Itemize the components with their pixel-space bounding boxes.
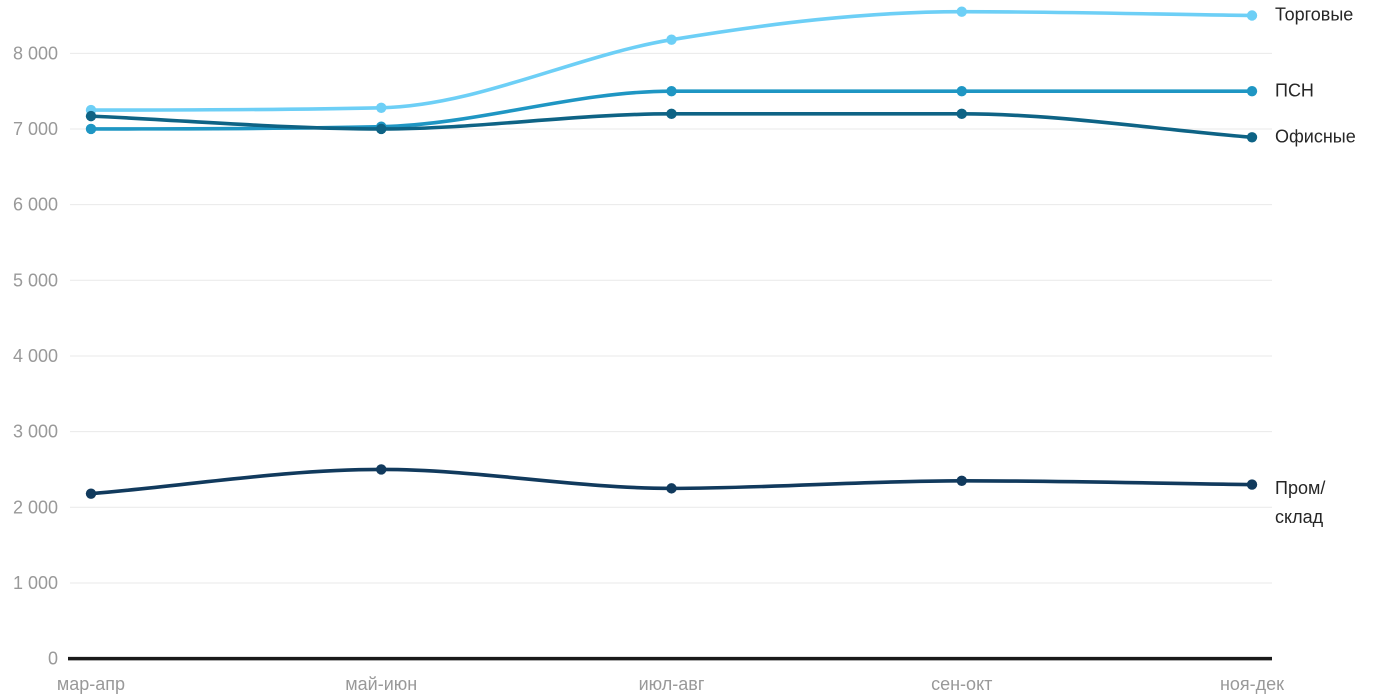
y-axis-tick-label: 6 000 xyxy=(13,195,58,215)
y-axis-tick-label: 3 000 xyxy=(13,422,58,442)
y-axis-tick-label: 4 000 xyxy=(13,346,58,366)
legend-label-line: склад xyxy=(1275,506,1324,527)
y-axis-tick-label: 0 xyxy=(48,649,58,669)
y-axis-tick-label: 1 000 xyxy=(13,573,58,593)
series-point-0[interactable] xyxy=(956,6,967,17)
x-axis-tick-label: сен-окт xyxy=(931,674,992,694)
series-point-3[interactable] xyxy=(1246,479,1258,490)
y-axis-tick-label: 7 000 xyxy=(13,119,58,139)
series-point-0[interactable] xyxy=(376,102,387,113)
x-axis-tick-label: июл-авг xyxy=(639,674,705,694)
y-axis-tick-label: 8 000 xyxy=(13,43,58,63)
series-point-3[interactable] xyxy=(956,475,967,486)
series-point-3[interactable] xyxy=(85,488,97,499)
series-point-2[interactable] xyxy=(666,108,677,120)
legend-label-0: Торговые xyxy=(1275,1,1353,30)
series-point-1[interactable] xyxy=(666,85,677,97)
x-axis-tick-label: май-июн xyxy=(345,674,417,694)
legend-label-line: Торговые xyxy=(1275,4,1354,25)
legend-label-3: Пром/склад xyxy=(1275,474,1325,532)
y-axis-tick-label: 5 000 xyxy=(13,270,58,290)
series-point-3[interactable] xyxy=(666,483,677,494)
legend-label-1: ПСН xyxy=(1275,77,1314,106)
series-point-2[interactable] xyxy=(376,123,387,135)
series-point-2[interactable] xyxy=(85,110,97,122)
legend-label-line: ПСН xyxy=(1275,80,1314,101)
x-axis-tick-label: ноя-дек xyxy=(1220,674,1284,694)
legend-label-2: Офисные xyxy=(1275,123,1356,152)
legend-label-line: Офисные xyxy=(1275,126,1356,147)
series-point-1[interactable] xyxy=(85,123,97,135)
series-point-0[interactable] xyxy=(1246,10,1258,21)
x-axis-tick-label: мар-апр xyxy=(57,674,125,694)
series-point-2[interactable] xyxy=(956,108,967,120)
series-point-1[interactable] xyxy=(956,85,967,97)
series-point-2[interactable] xyxy=(1246,132,1258,143)
legend-label-line: Пром/ xyxy=(1275,477,1326,498)
series-point-0[interactable] xyxy=(666,34,677,45)
series-point-3[interactable] xyxy=(376,464,387,475)
y-axis-tick-label: 2 000 xyxy=(13,497,58,517)
series-point-1[interactable] xyxy=(1246,85,1258,97)
